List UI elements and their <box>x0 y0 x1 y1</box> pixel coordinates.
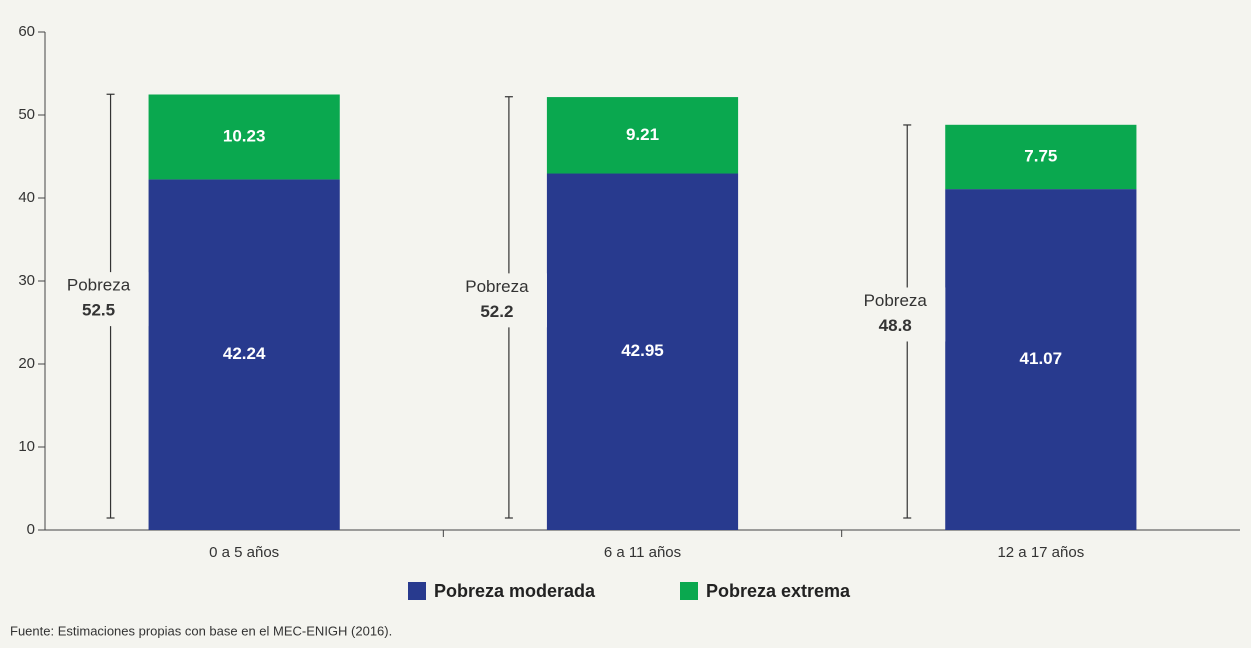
annotation-label: Pobreza <box>465 277 529 296</box>
annotation-label: Pobreza <box>864 291 928 310</box>
value-label: 9.21 <box>626 125 659 144</box>
value-label: 42.95 <box>621 341 664 360</box>
annotation-value: 52.2 <box>480 302 513 321</box>
y-tick-label: 50 <box>18 106 35 123</box>
legend-swatch <box>680 582 698 600</box>
legend-swatch <box>408 582 426 600</box>
annotation-value: 48.8 <box>879 316 912 335</box>
x-tick-label: 0 a 5 años <box>209 544 279 561</box>
value-label: 10.23 <box>223 126 266 145</box>
y-tick-label: 0 <box>27 521 35 538</box>
bar-segment <box>546 173 739 530</box>
bar-segment <box>546 97 739 174</box>
annotation-bg <box>863 287 946 342</box>
annotation-bg <box>464 273 547 328</box>
y-tick-label: 60 <box>18 23 35 40</box>
annotation-label: Pobreza <box>67 276 131 295</box>
x-tick-label: 6 a 11 años <box>604 544 681 561</box>
y-tick-label: 40 <box>18 189 35 206</box>
value-label: 41.07 <box>1020 349 1063 368</box>
y-tick-label: 20 <box>18 355 35 372</box>
annotation-bg <box>66 272 149 327</box>
x-tick-label: 12 a 17 años <box>997 544 1084 561</box>
bar-segment <box>148 179 340 530</box>
value-label: 7.75 <box>1024 146 1057 165</box>
bar-segment <box>945 189 1137 530</box>
annotation-value: 52.5 <box>82 301 115 320</box>
value-label: 42.24 <box>223 344 266 363</box>
bar-segment <box>148 94 340 180</box>
legend-label: Pobreza extrema <box>706 581 851 601</box>
y-tick-label: 10 <box>18 438 35 455</box>
source-note: Fuente: Estimaciones propias con base en… <box>10 623 392 638</box>
y-tick-label: 30 <box>18 272 35 289</box>
legend-label: Pobreza moderada <box>434 581 596 601</box>
bar-segment <box>945 124 1137 190</box>
